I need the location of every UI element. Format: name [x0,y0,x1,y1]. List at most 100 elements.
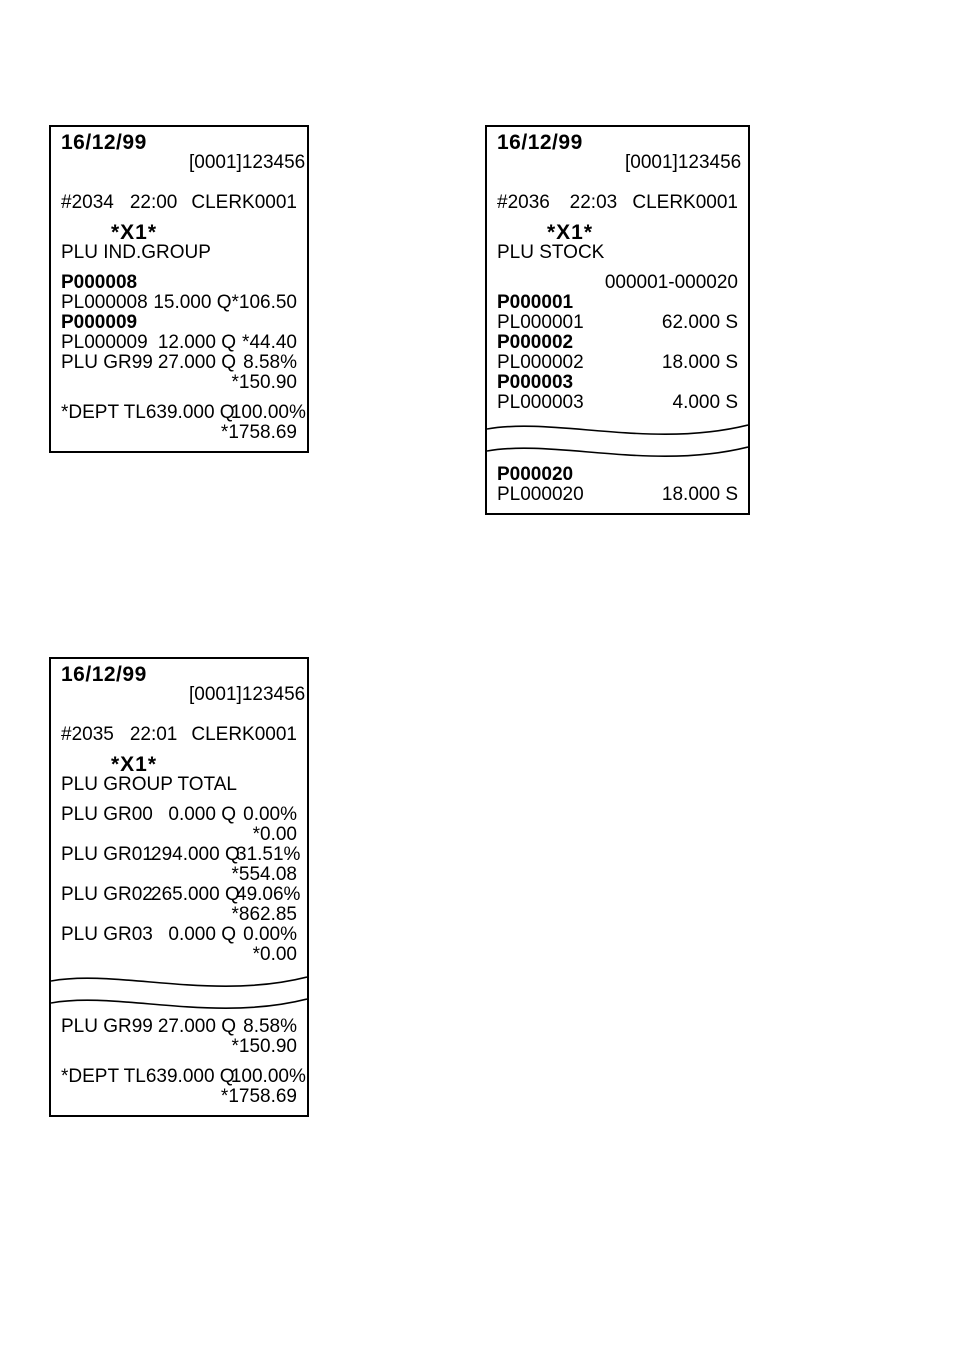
group-code: PLU GR99 [61,1017,151,1037]
row: P000001 [497,293,738,313]
seq-and-reg: [0001]123456 [583,133,741,193]
title: PLU STOCK [497,243,604,263]
row: PL000003 4.000 S [497,393,738,413]
plu-code: PL000020 [497,485,587,505]
row: PL000002 18.000 S [497,353,738,373]
plu-code: PL000001 [497,313,587,333]
qty: 0.000 Q [151,925,236,945]
seq: [0001] [189,152,242,173]
time: 22:00 [126,193,182,213]
total-amt: *1758.69 [221,1087,297,1107]
stock: 18.000 S [587,485,738,505]
report-title: PLU IND.GROUP [61,243,297,263]
row: P000008 [61,273,297,293]
qty: 27.000 Q [151,1017,236,1037]
pct: 31.51% [236,845,300,865]
title: PLU IND.GROUP [61,243,211,263]
row: PL000009 12.000 Q *44.40 [61,333,297,353]
pct: 8.58% [236,353,297,373]
row: *0.00 [61,825,297,845]
time: 22:03 [565,193,623,213]
receipt-plu-ind-group: 16/12/99 [0001]123456 #2034 22:00 CLERK0… [49,125,309,453]
group-code: PLU GR00 [61,805,151,825]
plu-code: PL000002 [497,353,587,373]
row: *554.08 [61,865,297,885]
date: 16/12/99 [497,133,583,193]
row: PLU GR00 0.000 Q 0.00% [61,805,297,825]
row: PL000020 18.000 S [497,485,738,505]
group-code: PLU GR02 [61,885,151,905]
mode: *X1* [111,755,157,775]
reg-no: 123456 [678,152,741,173]
clerk: CLERK0001 [622,193,738,213]
row: *150.90 [61,1037,297,1057]
qty: 12.000 Q [151,333,236,353]
total-qty: 639.000 Q [146,1067,231,1087]
row: PLU GR03 0.000 Q 0.00% [61,925,297,945]
qty: 294.000 Q [151,845,236,865]
plu-range: 000001-000020 [587,273,738,293]
range-row: 000001-000020 [497,273,738,293]
total-row: *DEPT TL 639.000 Q 100.00% [61,1067,297,1087]
pct: 8.58% [236,1017,297,1037]
row: P000020 [497,465,738,485]
mode-line: *X1* [61,755,297,775]
amount: *0.00 [236,945,297,965]
plu-code: P000009 [61,313,151,333]
txn-no: #2034 [61,193,126,213]
row: *0.00 [61,945,297,965]
total-label: *DEPT TL [61,1067,146,1087]
qty: 0.000 Q [151,805,236,825]
amount: *150.90 [231,1037,297,1057]
receipt-plu-group-total: 16/12/99 [0001]123456 #2035 22:01 CLERK0… [49,657,309,1117]
plu-code: P000008 [61,273,151,293]
plu-code: PL000008 [61,293,149,313]
row: PL000001 62.000 S [497,313,738,333]
reg-no: 123456 [242,684,305,705]
group-code: PLU GR03 [61,925,151,945]
txn-no: #2036 [497,193,565,213]
plu-code: P000002 [497,333,587,353]
amount: *862.85 [231,905,297,925]
header-line-1: 16/12/99 [0001]123456 [61,665,297,725]
amount: *150.90 [231,373,297,393]
mode: *X1* [547,223,593,243]
amount: *554.08 [231,865,297,885]
row: *862.85 [61,905,297,925]
seq-and-reg: [0001]123456 [147,133,305,193]
page: 16/12/99 [0001]123456 #2034 22:00 CLERK0… [0,0,954,1348]
mode-line: *X1* [497,223,738,243]
mode-line: *X1* [61,223,297,243]
header-line-2: #2036 22:03 CLERK0001 [497,193,738,213]
row: PL000008 15.000 Q *106.50 [61,293,297,313]
report-title: PLU STOCK [497,243,738,263]
clerk: CLERK0001 [181,725,297,745]
row: PLU GR02 265.000 Q 49.06% [61,885,297,905]
plu-code: P000020 [497,465,587,485]
header-line-2: #2034 22:00 CLERK0001 [61,193,297,213]
total-pct: 100.00% [231,403,306,423]
amount: *0.00 [236,825,297,845]
plu-code: P000001 [497,293,587,313]
stock: 4.000 S [587,393,738,413]
ellipsis-break-icon [487,415,748,463]
qty: 15.000 Q [149,293,232,313]
header-line-2: #2035 22:01 CLERK0001 [61,725,297,745]
row: PLU GR99 27.000 Q 8.58% [61,353,297,373]
amount: *106.50 [231,293,297,313]
row: *150.90 [61,373,297,393]
pct: 0.00% [236,925,297,945]
row: P000009 [61,313,297,333]
plu-code: PL000003 [497,393,587,413]
pct: 49.06% [236,885,300,905]
txn-no: #2035 [61,725,126,745]
row: P000002 [497,333,738,353]
ellipsis-break-icon [51,967,307,1015]
row: PLU GR99 27.000 Q 8.58% [61,1017,297,1037]
seq: [0001] [189,684,242,705]
total-qty: 639.000 Q [146,403,231,423]
total-row-2: *1758.69 [61,1087,297,1107]
clerk: CLERK0001 [181,193,297,213]
plu-code: PLU GR99 [61,353,151,373]
total-amt: *1758.69 [221,423,297,443]
